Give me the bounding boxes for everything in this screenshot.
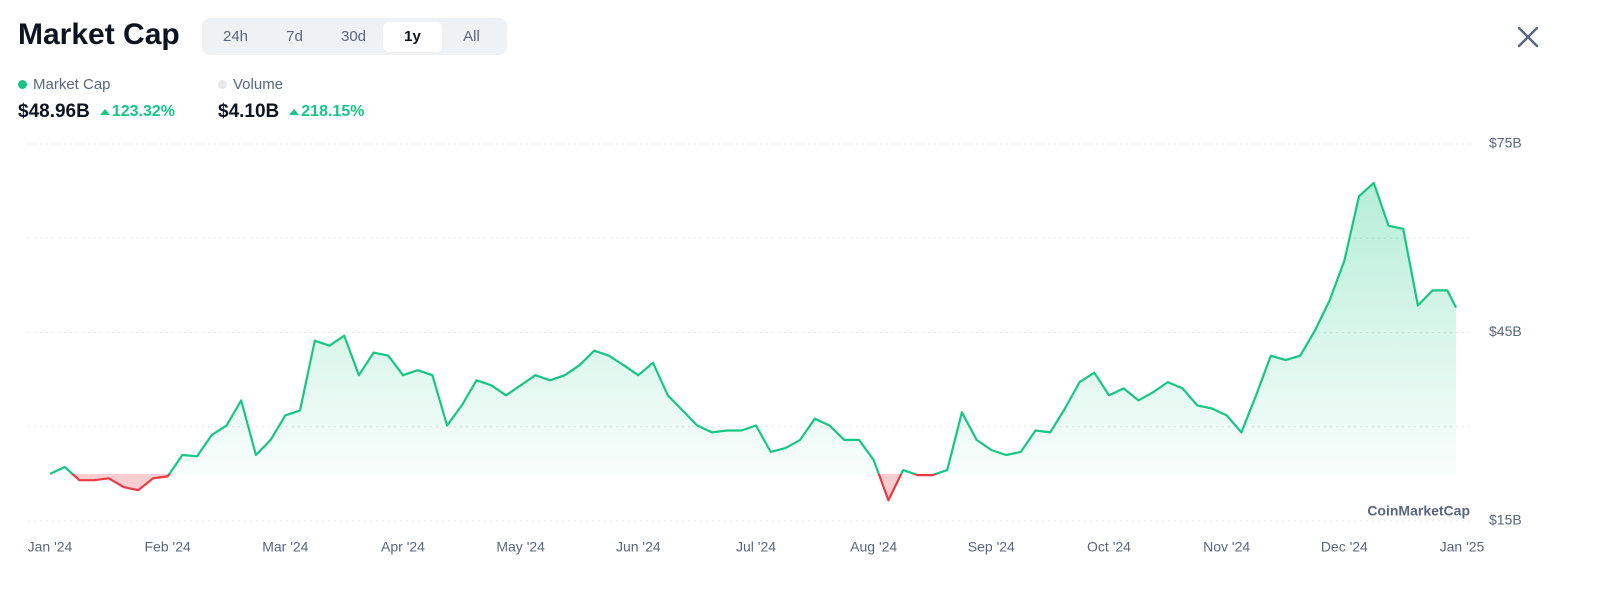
legend-item: Market Cap $48.96B 123.32% bbox=[18, 76, 175, 123]
x-tick-label: Aug '24 bbox=[850, 539, 897, 555]
tab-bar: 24h 7d 30d 1y All bbox=[202, 18, 507, 55]
x-tick-label: Jan '24 bbox=[28, 539, 73, 555]
stat-row: $4.10B 218.15% bbox=[218, 101, 364, 123]
up-arrow bbox=[99, 109, 110, 115]
tab[interactable]: 7d bbox=[286, 27, 303, 45]
x-tick-label: Sep '24 bbox=[968, 539, 1015, 555]
title: Market Cap bbox=[18, 18, 180, 51]
y-tick-label: $45B bbox=[1489, 323, 1522, 339]
x-tick-label: Dec '24 bbox=[1321, 539, 1368, 555]
up-arrow bbox=[289, 109, 300, 115]
x-tick-label: Apr '24 bbox=[381, 539, 425, 555]
tab[interactable]: 24h bbox=[222, 27, 249, 45]
x-tick-label: Nov '24 bbox=[1203, 539, 1250, 555]
x-tick-label: Jun '24 bbox=[616, 539, 661, 555]
watermark: CoinMarketCap bbox=[1367, 503, 1470, 519]
y-tick-label: $75B bbox=[1489, 135, 1522, 151]
x-tick-label: May '24 bbox=[496, 539, 545, 555]
legend-dot bbox=[218, 80, 227, 89]
line bbox=[49, 181, 1458, 502]
x-tick-label: Jan '25 bbox=[1440, 539, 1485, 555]
area bbox=[50, 183, 1457, 501]
legend-item: Volume $4.10B 218.15% bbox=[218, 76, 364, 123]
x-tick-label: Jul '24 bbox=[736, 539, 776, 555]
close-button[interactable] bbox=[1516, 25, 1540, 49]
stat-change-value: 218.15% bbox=[301, 103, 365, 120]
legend-dot bbox=[18, 80, 27, 89]
stat-change-value: 123.32% bbox=[111, 103, 176, 120]
stat-change: 218.15% bbox=[287, 103, 364, 121]
tab[interactable]: 1y bbox=[383, 21, 442, 52]
y-tick-label: $15B bbox=[1489, 512, 1522, 528]
legend-label-row: Volume bbox=[218, 76, 364, 93]
tab[interactable]: 30d bbox=[340, 27, 367, 45]
x-tick-label: Feb '24 bbox=[145, 539, 191, 555]
legend-label: Market Cap bbox=[33, 76, 111, 93]
x-tick-label: Oct '24 bbox=[1087, 539, 1131, 555]
stat-change: 123.32% bbox=[98, 103, 175, 121]
stat-row: $48.96B 123.32% bbox=[18, 101, 175, 123]
x-tick-label: Mar '24 bbox=[262, 539, 308, 555]
legend-label: Volume bbox=[233, 76, 284, 93]
stat-value: $4.10B bbox=[218, 101, 280, 122]
tab[interactable]: All bbox=[463, 27, 480, 45]
legend-label-row: Market Cap bbox=[18, 76, 175, 93]
stat-value: $48.96B bbox=[18, 101, 90, 122]
